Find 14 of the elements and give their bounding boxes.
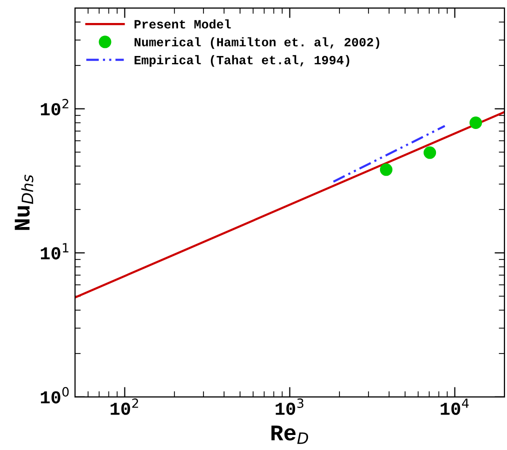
y-axis-title: Nu$_{Dhs}$ [14, 174, 34, 230]
y-tick-label: 10$^{0}$ [40, 387, 69, 404]
x-axis-title: Re$_{D}$ [271, 426, 308, 444]
y-tick-label: 10$^{2}$ [40, 98, 68, 116]
legend-label: Empirical (Tahat et.al, 1994) [134, 55, 350, 67]
legend-label: Present Model [134, 19, 231, 29]
x-tick-label: 10$^{4}$ [440, 398, 469, 415]
x-tick-label: 10$^{3}$ [276, 398, 304, 415]
point [470, 116, 482, 129]
point [424, 146, 436, 159]
y-tick-label: 10$^{1}$ [40, 243, 68, 260]
point [380, 163, 392, 176]
x-tick-label: 10$^{2}$ [110, 398, 138, 415]
legend-label: Numerical (Hamilton et. al, 2002) [134, 37, 380, 49]
